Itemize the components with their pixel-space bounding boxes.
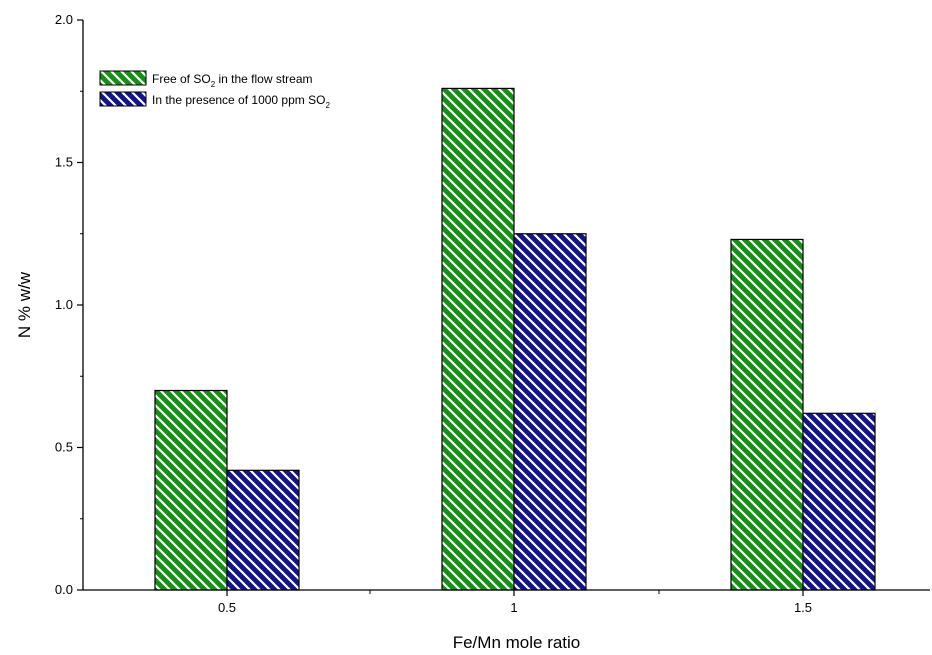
y-tick-label: 2.0 [55,12,73,27]
legend-swatch-2 [99,91,147,107]
legend-swatch-1 [99,70,147,86]
y-tick-label: 0.5 [55,440,73,455]
y-tick-label: 1.0 [55,297,73,312]
bar-1.5-series-1 [730,238,804,591]
legend: Free of SO2 in the flow stream In the pre… [99,70,330,110]
bar-0.5-series-1 [154,389,228,591]
y-axis-title: N % w/w [15,271,34,338]
x-tick-label: 1 [510,600,517,615]
axes-group: 0.0 0.5 1.0 1.5 2.0 0.5 1 1.5 [55,12,930,615]
bar-1-series-2 [513,233,587,591]
bars-group [154,87,876,591]
y-tick-label: 0.0 [55,582,73,597]
x-axis-title: Fe/Mn mole ratio [453,633,581,652]
bar-1.5-series-2 [802,412,876,591]
legend-label-1: Free of SO2 in the flow stream [152,72,313,89]
legend-label-2: In the presence of 1000 ppm SO2 [152,93,330,110]
x-tick-label: 0.5 [218,600,236,615]
x-tick-label: 1.5 [794,600,812,615]
bar-0.5-series-2 [226,469,300,591]
y-tick-label: 1.5 [55,155,73,170]
bar-1-series-1 [441,87,515,591]
